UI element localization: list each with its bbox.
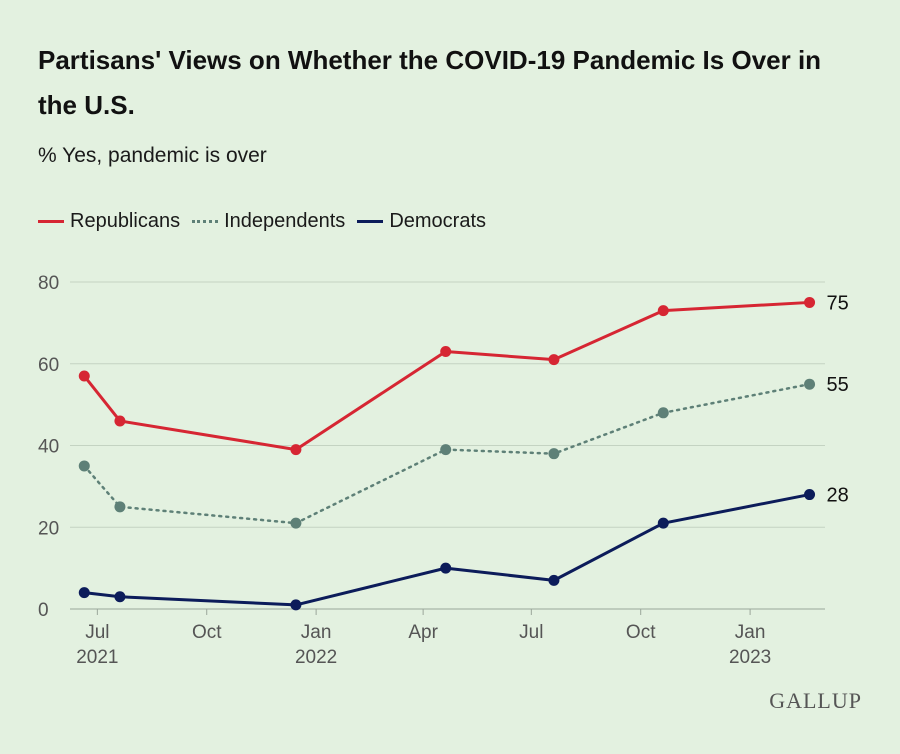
x-tick-year-6: 2023 [729,647,771,668]
x-tick-label-1: Oct [192,622,222,643]
series-line-republicans [83,300,810,452]
end-label-independents: 55 [827,374,849,396]
y-tick-label-60: 60 [38,355,59,376]
data-point-republicans-5 [657,305,669,317]
data-point-democrats-0 [78,587,90,599]
gallup-logo: GALLUP [769,688,862,713]
data-point-republicans-2 [290,444,302,456]
y-tick-label-40: 40 [38,437,59,458]
x-tick-label-4: Jul [519,622,543,643]
legend-label-democrats: Democrats [389,210,487,232]
legend-item-democrats: Democrats [357,210,486,233]
data-point-democrats-1 [114,591,126,603]
data-point-independents-1 [114,501,126,513]
y-tick-label-80: 80 [38,273,59,294]
legend-label-independents: Independents [224,210,346,232]
x-tick-label-6: Jan [735,622,766,643]
data-point-democrats-6 [804,489,816,501]
data-point-republicans-4 [548,354,560,366]
data-point-republicans-6 [804,296,816,308]
data-point-independents-6 [804,378,816,390]
x-tick-year-2: 2022 [295,647,337,668]
data-point-independents-2 [290,517,302,529]
legend-item-republicans: Republicans [38,210,180,233]
end-label-republicans: 75 [827,292,849,314]
chart-subtitle: % Yes, pandemic is over [38,144,267,167]
x-tick-label-0: Jul [85,622,109,643]
data-point-republicans-1 [114,415,126,427]
data-point-democrats-4 [548,574,560,586]
data-point-republicans-0 [78,370,90,382]
x-tick-label-5: Oct [626,622,656,643]
data-point-democrats-3 [440,562,452,574]
data-point-democrats-2 [290,599,302,611]
legend-swatch-republicans [38,220,64,223]
x-tick-year-0: 2021 [76,647,118,668]
data-point-republicans-3 [440,345,452,357]
data-point-independents-5 [657,407,669,419]
chart-legend: Republicans Independents Democrats [38,210,498,233]
data-point-independents-3 [440,444,452,456]
x-tick-label-2: Jan [301,622,332,643]
data-point-independents-0 [78,460,90,472]
legend-label-republicans: Republicans [70,210,181,232]
y-tick-label-0: 0 [38,600,49,621]
series-line-democrats [84,493,810,607]
x-tick-label-3: Apr [408,622,438,643]
y-tick-label-20: 20 [38,518,59,539]
legend-swatch-independents [192,220,219,223]
data-point-independents-4 [548,448,560,460]
legend-swatch-democrats [357,220,384,223]
chart-title: Partisans' Views on Whether the COVID-19… [38,45,822,120]
end-label-democrats: 28 [827,485,849,507]
legend-item-independents: Independents [192,210,345,233]
data-point-democrats-5 [657,517,669,529]
